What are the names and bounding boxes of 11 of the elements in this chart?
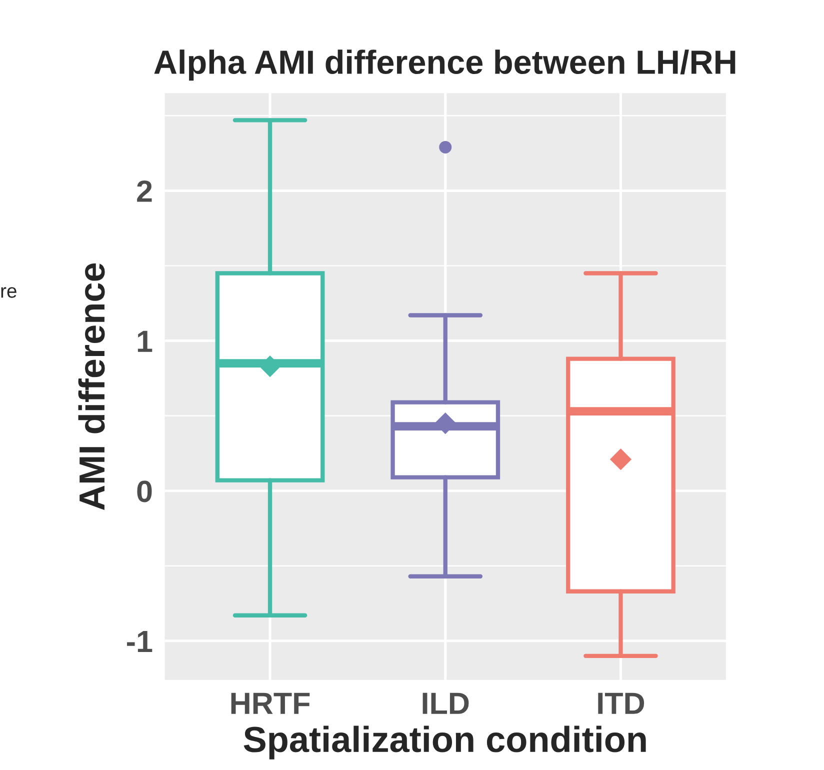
x-tick-label: ITD (598, 692, 644, 714)
y-tick-label: 0 (137, 480, 152, 502)
x-axis-title: Spatialization condition (244, 726, 646, 760)
y-axis-title: AMI difference (78, 263, 105, 510)
text: re (1, 287, 16, 298)
chart-title: Alpha AMI difference between LH/RH (154, 50, 736, 81)
x-tick-label: HRTF (231, 692, 310, 714)
x-tick-label: ILD (422, 692, 469, 714)
y-tick-label: 2 (137, 180, 152, 202)
y-tick-label: -1 (127, 630, 152, 652)
y-tick-label: 1 (138, 330, 152, 352)
